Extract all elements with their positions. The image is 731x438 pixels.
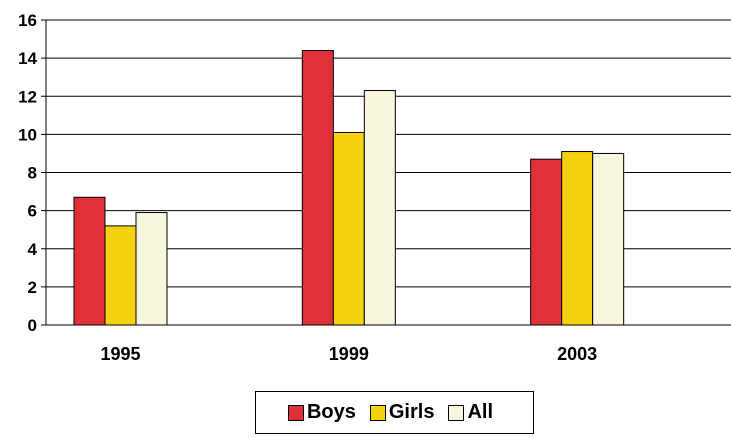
legend-swatch — [369, 404, 386, 421]
y-tick-label: 6 — [28, 202, 37, 221]
y-tick-label: 2 — [28, 278, 37, 297]
y-tick-label: 16 — [18, 11, 37, 30]
y-tick-label: 8 — [28, 164, 37, 183]
y-tick-labels: 0 2 4 6 8 10 12 14 16 — [18, 11, 37, 335]
legend-item-boys: Boys — [287, 401, 356, 424]
x-category-label: 1999 — [329, 344, 369, 364]
y-tick-label: 14 — [18, 49, 37, 68]
legend-label: Girls — [388, 401, 435, 423]
bar-all-2003 — [592, 152, 625, 326]
legend: Boys Girls All — [255, 391, 534, 434]
bar-all-1995 — [135, 212, 168, 326]
y-tick-label: 4 — [28, 240, 38, 259]
bars — [73, 50, 625, 326]
legend-item-all: All — [448, 401, 493, 424]
legend-swatch — [448, 404, 465, 421]
bar-girls-1995 — [104, 225, 137, 326]
bar-boys-1995 — [73, 196, 106, 326]
legend-item-girls: Girls — [369, 401, 435, 424]
axes — [45, 20, 731, 326]
bar-all-1999 — [363, 90, 396, 326]
x-category-label: 1995 — [100, 344, 140, 364]
x-category-label: 2003 — [557, 344, 597, 364]
legend-label: Boys — [306, 401, 356, 423]
bar-girls-1999 — [332, 131, 365, 326]
bar-boys-2003 — [530, 158, 563, 326]
y-tick-label: 10 — [18, 125, 37, 144]
x-tick-labels: 1995 1999 2003 — [100, 344, 597, 364]
bar-girls-2003 — [561, 151, 594, 326]
y-tick-label: 12 — [18, 87, 37, 106]
legend-label: All — [467, 401, 494, 423]
legend-swatch — [287, 404, 304, 421]
bar-boys-1999 — [301, 50, 334, 326]
y-tick-label: 0 — [28, 316, 37, 335]
